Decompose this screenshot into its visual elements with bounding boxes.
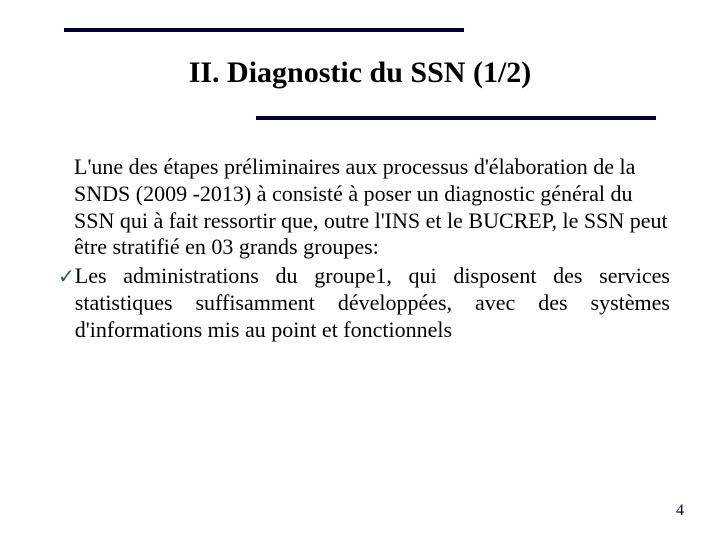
intro-paragraph: L'une des étapes préliminaires aux proce… <box>74 154 670 261</box>
body-text-area: L'une des étapes préliminaires aux proce… <box>58 154 670 344</box>
top-horizontal-rule <box>64 28 464 32</box>
bullet-item-1: ✓ Les administrations du groupe1, qui di… <box>58 263 670 343</box>
page-number: 4 <box>676 502 684 520</box>
checkmark-icon: ✓ <box>58 265 75 289</box>
title-underline-rule <box>256 116 656 120</box>
slide-title: II. Diagnostic du SSN (1/2) <box>0 56 720 90</box>
bullet-paragraph: Les administrations du groupe1, qui disp… <box>75 263 670 343</box>
